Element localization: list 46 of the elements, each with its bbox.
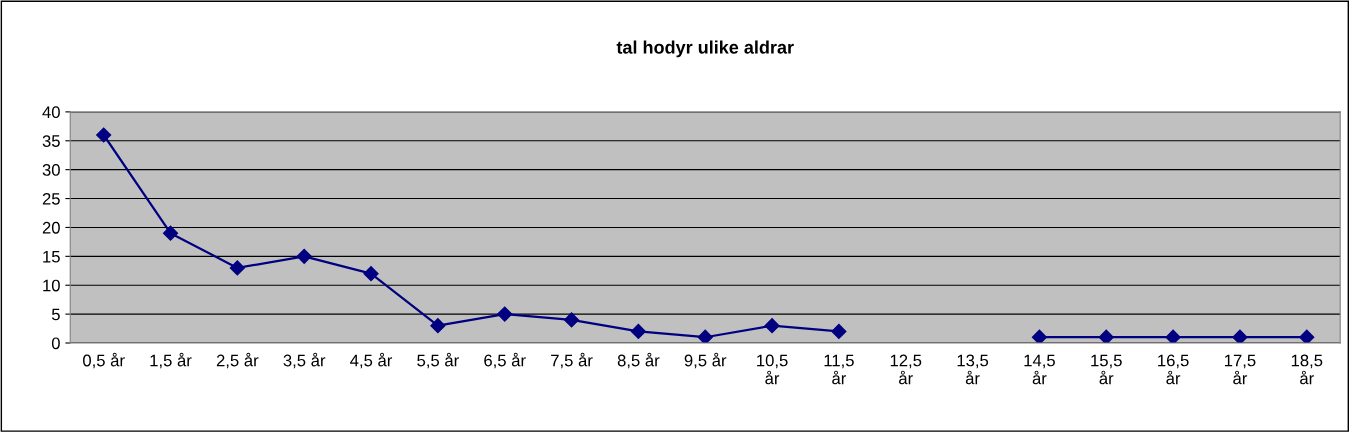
x-tick-label: 9,5 år: [684, 352, 727, 369]
point: [764, 318, 780, 334]
y-tick-label: 30: [42, 164, 60, 176]
x-tick-label: 16,5 år: [1158, 354, 1189, 385]
point: [697, 329, 713, 344]
x-tick-label: 3,5 år: [283, 352, 326, 369]
point: [430, 318, 446, 334]
point: [497, 306, 513, 322]
point: [296, 248, 312, 264]
y-tick-label: 35: [42, 135, 60, 147]
x-tick-label: 14,5 år: [1024, 354, 1055, 385]
x-tick-label: 2,5 år: [216, 352, 259, 369]
x-tick-label: 4,5 år: [350, 352, 393, 369]
y-tick-label: 5: [51, 308, 60, 321]
point: [1299, 329, 1315, 344]
x-tick-label: 12,5 år: [890, 354, 922, 385]
point: [563, 312, 580, 328]
x-tick-label: 0,5 år: [83, 352, 125, 369]
y-tick-label: 20: [42, 221, 60, 234]
x-tick-label: 8,5 år: [617, 352, 660, 369]
x-tick-label: 18,5 år: [1291, 354, 1323, 385]
y-tick-label: 0: [51, 337, 60, 350]
point: [229, 260, 245, 276]
x-tick-label: 17,5 år: [1224, 354, 1256, 385]
x-tick-label: 5,5 år: [417, 352, 459, 369]
y-tick-label: 25: [42, 192, 60, 205]
y-tick-label: 40: [42, 106, 60, 119]
point: [1098, 329, 1114, 344]
y-tick-label: 10: [43, 279, 60, 292]
point: [96, 127, 112, 143]
point: [630, 323, 646, 340]
point: [831, 323, 847, 340]
x-tick-label: 7,5 år: [551, 352, 593, 369]
chart-title: tal hodyr ulike aldrar: [616, 40, 794, 58]
point: [1031, 329, 1047, 344]
point: [1232, 329, 1248, 344]
x-tick-label: 1,5 år: [150, 352, 192, 369]
x-tick-label: 6,5 år: [484, 352, 526, 369]
x-tick-label: 15,5 år: [1091, 354, 1122, 385]
y-tick-label: 15: [43, 250, 60, 263]
point: [162, 225, 179, 241]
x-tick-label: 10,5 år: [757, 354, 788, 385]
x-tick-label: 11,5 år: [824, 354, 854, 385]
x-tick-label: 13,5 år: [957, 354, 989, 385]
point: [1165, 329, 1181, 344]
point: [363, 266, 379, 282]
